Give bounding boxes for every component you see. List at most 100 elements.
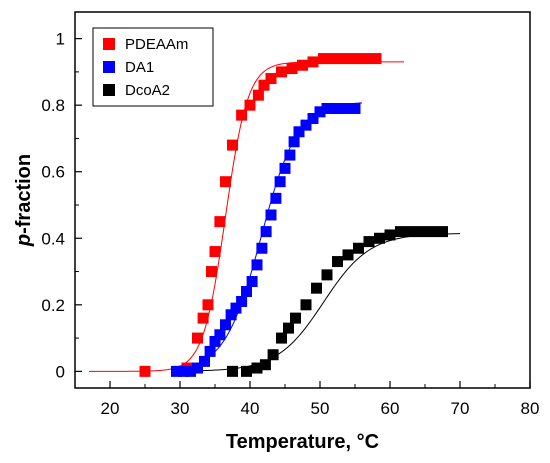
data-point-da1 bbox=[314, 106, 326, 118]
x-tick-label: 30 bbox=[171, 399, 190, 418]
data-point-da1 bbox=[178, 365, 189, 377]
y-axis-title: p-fraction bbox=[13, 154, 35, 247]
data-point-pdeaam bbox=[206, 266, 217, 278]
data-point-dcoa2 bbox=[353, 242, 364, 254]
data-point-dcoa2 bbox=[374, 232, 385, 244]
data-point-dcoa2 bbox=[290, 312, 301, 324]
x-tick-label: 40 bbox=[241, 399, 260, 418]
data-point-pdeaam bbox=[318, 53, 329, 65]
data-point-dcoa2 bbox=[251, 362, 263, 374]
legend-label-pdeaam: PDEAAm bbox=[125, 36, 188, 53]
data-point-da1 bbox=[265, 209, 277, 221]
data-point-da1 bbox=[349, 103, 361, 114]
y-tick-label: 0.4 bbox=[41, 229, 65, 248]
x-axis-title: Temperature, °C bbox=[226, 431, 379, 453]
data-point-dcoa2 bbox=[227, 365, 238, 377]
data-point-da1 bbox=[288, 136, 300, 148]
y-tick-label: 1 bbox=[56, 30, 65, 49]
data-point-dcoa2 bbox=[259, 359, 271, 371]
data-point-da1 bbox=[300, 119, 312, 131]
data-point-pdeaam bbox=[370, 53, 382, 65]
x-tick-label: 50 bbox=[311, 399, 330, 418]
data-point-dcoa2 bbox=[363, 236, 375, 248]
data-point-da1 bbox=[342, 103, 354, 114]
data-point-dcoa2 bbox=[267, 349, 279, 361]
data-point-da1 bbox=[214, 329, 226, 341]
data-point-da1 bbox=[171, 365, 182, 377]
data-point-da1 bbox=[274, 176, 286, 188]
data-point-pdeaam bbox=[252, 89, 264, 101]
y-tick-label: 0.8 bbox=[41, 96, 65, 115]
data-point-da1 bbox=[251, 259, 263, 271]
data-point-da1 bbox=[225, 309, 237, 321]
data-points bbox=[139, 53, 448, 377]
y-tick-label: 0.2 bbox=[41, 296, 65, 315]
y-tick-label: 0.6 bbox=[41, 163, 65, 182]
data-point-da1 bbox=[230, 302, 242, 314]
data-point-pdeaam bbox=[286, 63, 298, 75]
data-point-da1 bbox=[321, 103, 333, 114]
legend-label-dcoa2: DcoA2 bbox=[125, 82, 170, 99]
data-point-da1 bbox=[293, 126, 305, 138]
x-tick-label: 80 bbox=[521, 399, 540, 418]
data-point-pdeaam bbox=[360, 53, 371, 65]
legend-marker-da1 bbox=[103, 61, 115, 73]
data-point-dcoa2 bbox=[426, 226, 438, 238]
data-point-da1 bbox=[192, 362, 203, 374]
data-point-pdeaam bbox=[328, 53, 340, 65]
data-point-pdeaam bbox=[339, 53, 350, 65]
data-point-da1 bbox=[256, 242, 268, 254]
data-point-pdeaam bbox=[297, 59, 308, 71]
x-tick-label: 60 bbox=[381, 399, 400, 418]
data-point-da1 bbox=[204, 345, 216, 357]
data-point-dcoa2 bbox=[405, 226, 417, 238]
data-point-da1 bbox=[284, 149, 296, 161]
data-point-dcoa2 bbox=[342, 249, 354, 261]
data-point-da1 bbox=[209, 335, 221, 347]
data-point-pdeaam bbox=[209, 246, 221, 258]
data-point-da1 bbox=[236, 295, 248, 307]
data-point-da1 bbox=[279, 162, 291, 174]
data-point-da1 bbox=[220, 319, 231, 331]
data-point-dcoa2 bbox=[300, 299, 312, 311]
plot-frame bbox=[74, 11, 531, 389]
data-point-da1 bbox=[307, 112, 319, 124]
x-tick-label: 70 bbox=[451, 399, 470, 418]
legend-marker-pdeaam bbox=[103, 38, 115, 50]
data-point-dcoa2 bbox=[437, 226, 448, 238]
data-point-pdeaam bbox=[220, 176, 231, 188]
data-point-da1 bbox=[199, 355, 210, 367]
data-point-pdeaam bbox=[192, 332, 203, 344]
legend-marker-dcoa2 bbox=[103, 84, 115, 96]
data-point-pdeaam bbox=[258, 79, 270, 91]
axis-ticks: 20 30 40 50 60 70 80 0 0.2 0.4 0.6 0.8 1 bbox=[41, 30, 539, 418]
data-point-pdeaam bbox=[244, 99, 256, 111]
data-point-pdeaam bbox=[214, 216, 226, 228]
data-point-da1 bbox=[185, 365, 196, 377]
data-point-pdeaam bbox=[139, 365, 151, 377]
data-point-pdeaam bbox=[349, 53, 361, 65]
data-point-da1 bbox=[270, 192, 282, 204]
legend: PDEAAm DA1 DcoA2 bbox=[92, 27, 214, 107]
data-point-pdeaam bbox=[197, 312, 209, 324]
data-point-dcoa2 bbox=[283, 322, 294, 334]
data-point-dcoa2 bbox=[311, 282, 322, 294]
data-point-dcoa2 bbox=[416, 226, 427, 238]
data-point-dcoa2 bbox=[276, 332, 287, 344]
data-point-pdeaam bbox=[276, 66, 287, 78]
x-tick-label: 20 bbox=[101, 399, 120, 418]
data-point-da1 bbox=[246, 276, 258, 288]
y-axis-title-rest: -fraction bbox=[13, 154, 35, 234]
legend-label-da1: DA1 bbox=[125, 59, 154, 76]
data-point-pdeaam bbox=[227, 139, 238, 151]
data-point-pdeaam bbox=[307, 56, 319, 68]
y-axis-title-italic: p bbox=[13, 234, 35, 247]
data-point-pdeaam bbox=[265, 73, 277, 85]
data-point-dcoa2 bbox=[332, 256, 343, 268]
data-point-da1 bbox=[241, 286, 252, 297]
y-tick-label: 0 bbox=[56, 362, 65, 381]
data-point-da1 bbox=[260, 226, 272, 238]
data-point-dcoa2 bbox=[321, 269, 333, 281]
